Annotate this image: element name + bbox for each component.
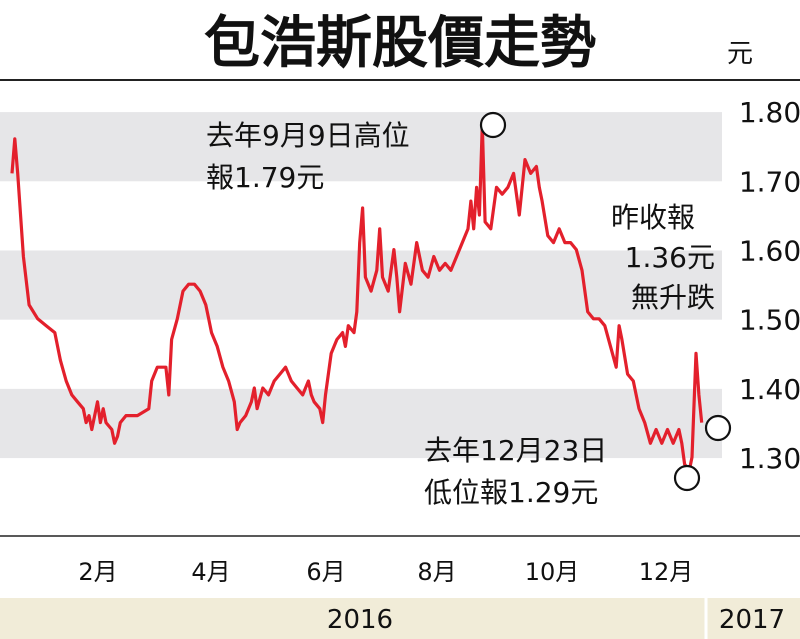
low-annotation-line-2: 低位報1.29元 [424, 476, 598, 509]
y-tick-5: 1.30 [739, 442, 800, 475]
close-annotation-line-1: 昨收報 [611, 201, 695, 234]
chart-title: 包浩斯股價走勢 [204, 10, 596, 76]
x-tick-labels: 2月 4月 6月 8月 10月 12月 [78, 558, 693, 586]
high-marker [479, 111, 507, 139]
low-marker [673, 464, 701, 492]
grid-bands [0, 112, 722, 459]
x-tick-4: 10月 [525, 558, 580, 586]
y-tick-2: 1.60 [739, 234, 800, 267]
price-line [10, 123, 704, 473]
year-label-2017: 2017 [719, 605, 785, 635]
high-annotation-line-1: 去年9月9日高位 [206, 119, 410, 152]
y-tick-labels: 1.80 1.70 1.60 1.50 1.40 1.30 [739, 96, 800, 475]
y-tick-1: 1.70 [739, 165, 800, 198]
x-tick-3: 8月 [417, 558, 456, 586]
high-annotation-line-2: 報1.79元 [206, 161, 324, 194]
year-label-2016: 2016 [327, 605, 393, 635]
unit-label: 元 [727, 39, 753, 69]
y-tick-3: 1.50 [739, 304, 800, 337]
y-tick-4: 1.40 [739, 373, 800, 406]
x-tick-0: 2月 [78, 558, 117, 586]
close-annotation-line-2: 1.36元 [625, 241, 715, 274]
x-tick-2: 6月 [306, 558, 345, 586]
close-marker [704, 414, 732, 442]
x-tick-5: 12月 [639, 558, 694, 586]
grid-band-0 [0, 112, 722, 182]
x-tick-1: 4月 [191, 558, 230, 586]
close-annotation-line-3: 無升跌 [631, 281, 715, 314]
y-tick-0: 1.80 [739, 96, 800, 129]
grid-band-1 [0, 250, 722, 320]
low-annotation-line-1: 去年12月23日 [424, 434, 607, 467]
year-band [0, 598, 800, 639]
